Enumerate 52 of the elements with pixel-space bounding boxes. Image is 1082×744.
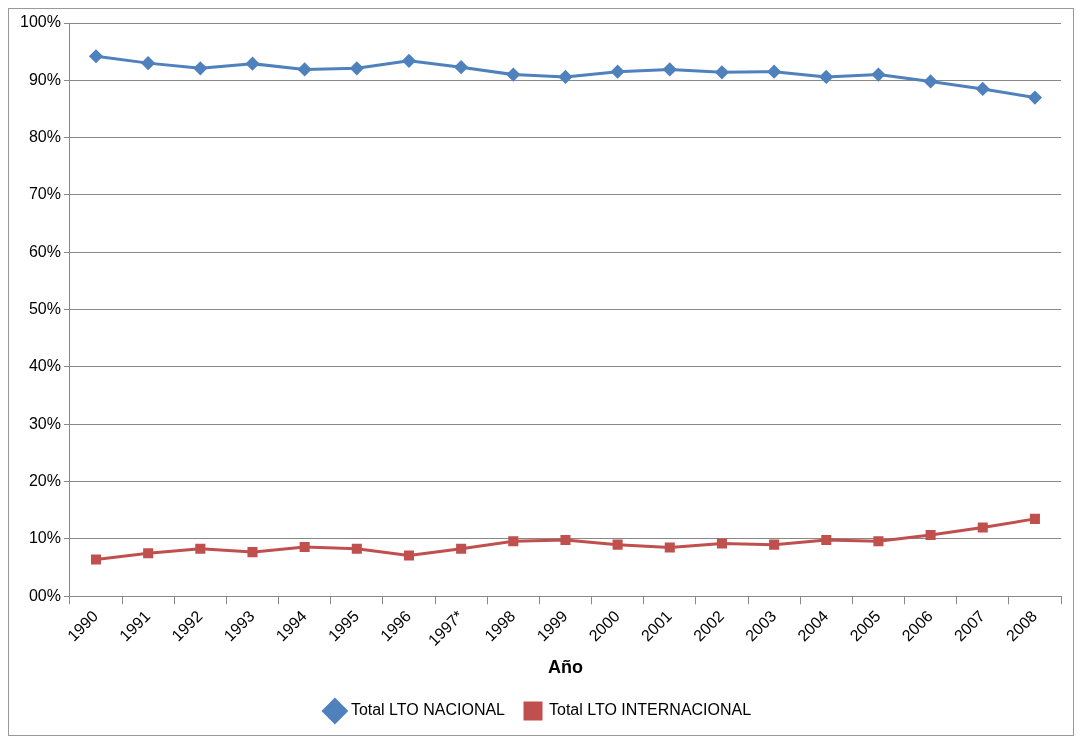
point	[924, 74, 938, 88]
point	[769, 539, 780, 550]
point	[612, 539, 623, 550]
y-tick-label: 70%	[28, 185, 61, 203]
y-tick-label: 20%	[28, 472, 61, 490]
point	[298, 62, 312, 76]
point	[90, 554, 102, 565]
y-tick-label: 80%	[28, 128, 61, 146]
legend-label: Total LTO NACIONAL	[350, 701, 506, 719]
point	[454, 60, 468, 74]
point	[873, 536, 884, 547]
point	[89, 49, 103, 63]
point	[821, 535, 832, 546]
point	[350, 61, 364, 75]
point	[871, 68, 885, 82]
point	[506, 68, 520, 82]
point	[141, 56, 155, 70]
point	[143, 548, 154, 559]
y-tick-label: 50%	[28, 300, 61, 318]
point	[403, 550, 415, 561]
y-tick-label: 90%	[28, 70, 61, 88]
y-tick-label: 100%	[20, 13, 61, 31]
y-tick-label: 00%	[28, 586, 61, 604]
point	[977, 522, 988, 533]
point	[663, 62, 677, 76]
point	[1028, 91, 1042, 105]
point	[1029, 513, 1040, 524]
point	[819, 70, 833, 84]
legend-label: Total LTO INTERNACIONAL	[549, 701, 752, 719]
point	[611, 65, 625, 79]
point	[456, 543, 467, 554]
point	[664, 542, 675, 553]
point	[299, 541, 310, 552]
point	[402, 54, 416, 68]
y-tick-label: 30%	[28, 414, 61, 432]
point	[767, 65, 781, 79]
point	[558, 70, 572, 84]
point	[716, 538, 727, 549]
point	[245, 57, 259, 71]
point	[976, 82, 990, 96]
point	[193, 61, 207, 75]
point	[925, 529, 936, 540]
y-tick-label: 40%	[28, 357, 61, 375]
point	[247, 547, 258, 558]
y-tick-label: 10%	[28, 529, 61, 547]
point	[715, 65, 729, 79]
point	[560, 535, 571, 546]
point	[351, 543, 362, 554]
point	[195, 543, 206, 554]
y-tick-label: 60%	[28, 242, 61, 260]
x-axis-title: Año	[547, 657, 583, 678]
point	[508, 536, 519, 547]
